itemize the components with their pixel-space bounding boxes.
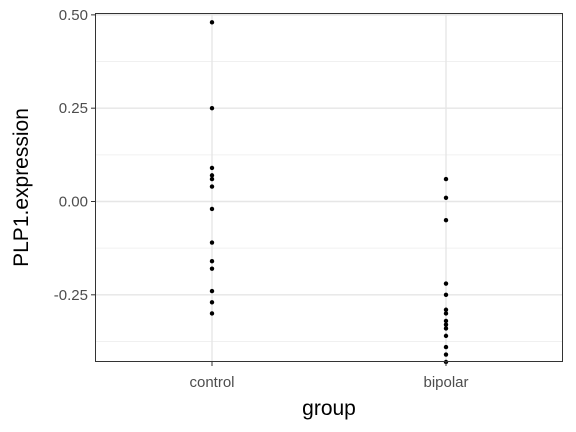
data-point: [209, 173, 215, 178]
data-point: [443, 333, 449, 339]
y-tick-label: 0.25: [59, 100, 88, 117]
data-point: [209, 311, 215, 316]
data-point: [209, 206, 215, 212]
data-point: [209, 176, 215, 182]
data-point: [443, 311, 449, 316]
y-tick-label: 0.00: [59, 193, 88, 210]
data-point: [209, 259, 215, 264]
data-point: [443, 352, 449, 357]
y-tick-label: -0.25: [54, 287, 88, 304]
data-point: [209, 300, 215, 305]
data-point: [209, 105, 215, 111]
data-point: [443, 292, 449, 298]
data-point: [443, 281, 449, 286]
y-axis-title: PLP1.expression: [10, 108, 33, 267]
data-point: [209, 288, 215, 294]
data-point: [209, 165, 215, 171]
x-axis-title: group: [302, 397, 356, 420]
data-point: [443, 326, 449, 331]
data-point: [443, 307, 449, 312]
x-axis-ticks: control bipolar: [189, 362, 469, 391]
y-tick-label: 0.50: [59, 7, 88, 24]
data-point: [209, 20, 215, 25]
data-point: [443, 176, 449, 182]
data-point: [443, 195, 449, 200]
data-point: [209, 266, 215, 271]
data-points: [209, 20, 449, 365]
plot-panel-border: [95, 13, 563, 362]
minor-gridlines: [95, 61, 563, 342]
y-axis-ticks: 0.50 0.25 0.00 -0.25: [54, 7, 95, 304]
x-tick-label: control: [189, 374, 234, 391]
data-point: [209, 240, 215, 245]
x-tick-label: bipolar: [423, 374, 468, 391]
data-point: [443, 344, 449, 350]
data-point: [209, 184, 215, 189]
data-point: [443, 217, 449, 223]
data-point: [443, 318, 449, 324]
data-point: [443, 322, 449, 327]
